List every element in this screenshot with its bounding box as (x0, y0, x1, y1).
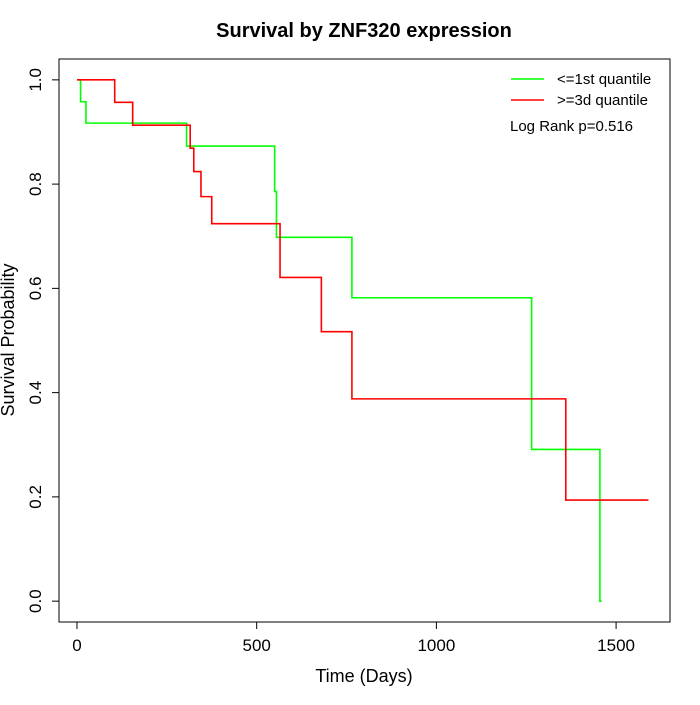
y-axis: 0.0 0.2 0.4 0.6 0.8 1.0 (26, 68, 59, 613)
x-axis-label: Time (Days) (315, 666, 412, 686)
legend-label-series-1: <=1st quantile (557, 71, 651, 88)
legend-label-series-2: >=3d quantile (557, 92, 648, 109)
y-tick-label: 0.8 (26, 172, 45, 196)
x-tick-label: 0 (72, 636, 81, 655)
legend: <=1st quantile >=3d quantile Log Rank p=… (510, 71, 651, 135)
survival-curve-series-2 (76, 79, 649, 501)
x-tick-label: 500 (242, 636, 270, 655)
y-tick-label: 0.4 (26, 381, 45, 405)
plot-frame (58, 58, 671, 623)
x-tick-label: 1500 (597, 636, 635, 655)
log-rank-annotation: Log Rank p=0.516 (510, 118, 633, 135)
survival-curve-series-1 (76, 79, 602, 602)
x-tick-label: 1000 (417, 636, 455, 655)
y-tick-label: 0.2 (26, 485, 45, 509)
y-axis-label: Survival Probability (0, 263, 18, 416)
y-tick-label: 0.0 (26, 589, 45, 613)
series-layer (76, 79, 649, 602)
chart-title: Survival by ZNF320 expression (216, 20, 512, 42)
y-tick-label: 1.0 (26, 68, 45, 92)
y-tick-label: 0.6 (26, 277, 45, 301)
x-axis: 0 500 1000 1500 (72, 622, 635, 655)
